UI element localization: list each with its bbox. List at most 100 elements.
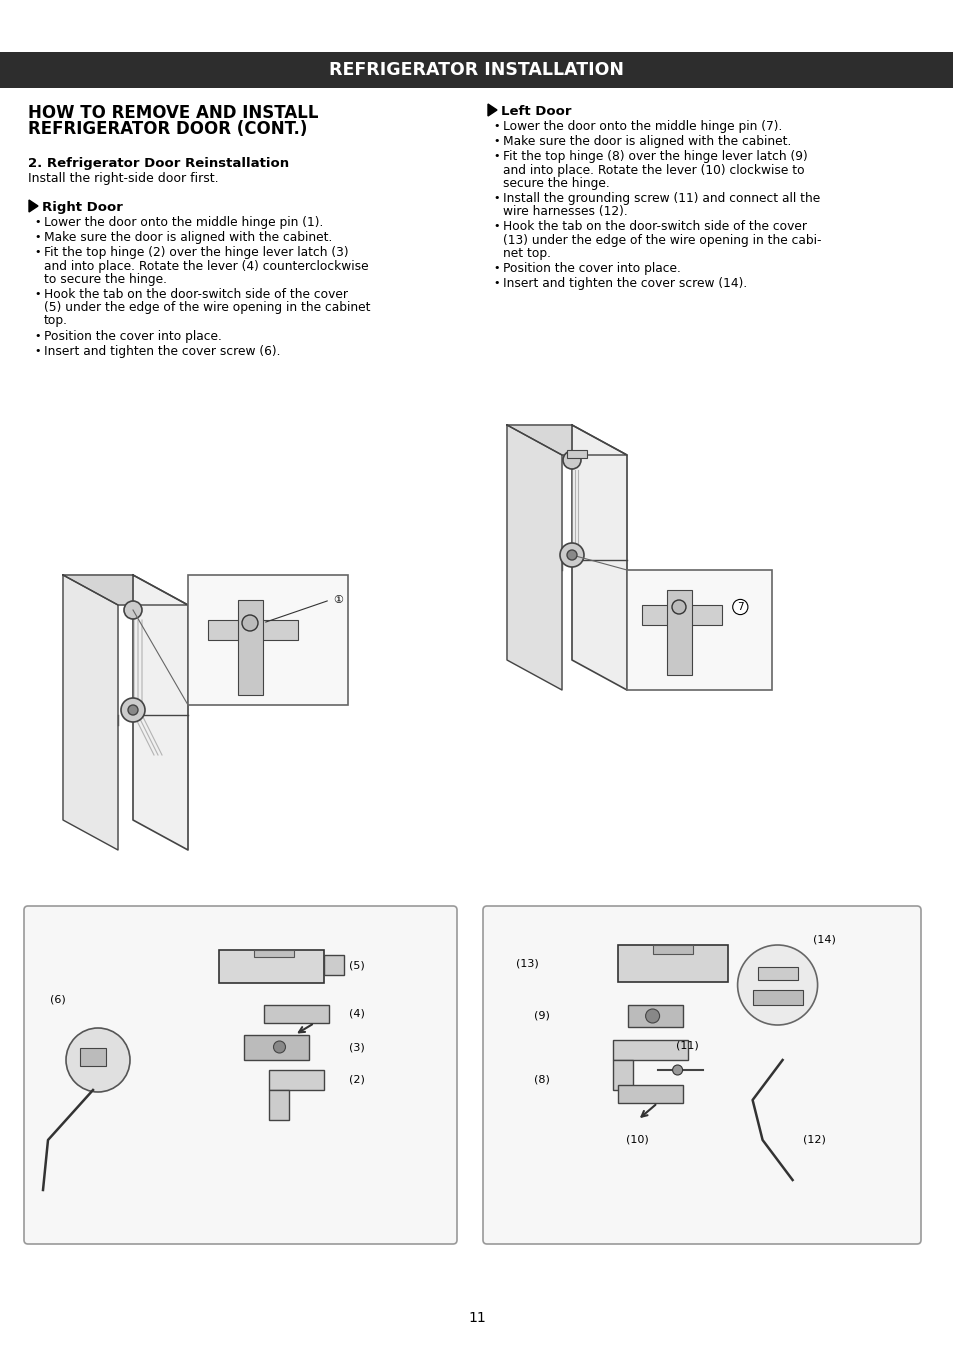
Polygon shape [269,1070,324,1090]
Text: 7: 7 [737,602,742,612]
Circle shape [274,1040,285,1053]
Text: •: • [34,233,40,242]
Circle shape [737,945,817,1026]
Polygon shape [63,575,118,851]
Bar [0,52,953,87]
Text: (13) under the edge of the wire opening in the cabi-: (13) under the edge of the wire opening … [502,234,821,246]
Text: (5): (5) [349,960,365,970]
Text: Right Door: Right Door [42,201,123,214]
Text: Left Door: Left Door [500,105,571,118]
FancyBboxPatch shape [482,906,920,1244]
Text: ①: ① [333,595,343,604]
Circle shape [672,1065,682,1075]
Circle shape [559,542,583,567]
Circle shape [124,602,142,619]
Text: •: • [493,136,499,147]
Polygon shape [641,604,721,625]
Text: (6): (6) [51,995,66,1005]
Circle shape [121,699,145,721]
Polygon shape [208,621,297,639]
Polygon shape [506,425,626,455]
Polygon shape [572,425,626,690]
Text: and into place. Rotate the lever (4) counterclockwise: and into place. Rotate the lever (4) cou… [44,260,368,273]
Text: Insert and tighten the cover screw (6).: Insert and tighten the cover screw (6). [44,345,280,358]
Text: wire harnesses (12).: wire harnesses (12). [502,205,627,218]
Text: Make sure the door is aligned with the cabinet.: Make sure the door is aligned with the c… [44,232,332,244]
Text: •: • [34,217,40,227]
Text: REFRIGERATOR DOOR (CONT.): REFRIGERATOR DOOR (CONT.) [28,120,307,139]
Text: Fit the top hinge (2) over the hinge lever latch (3): Fit the top hinge (2) over the hinge lev… [44,246,348,260]
Text: (11): (11) [676,1040,699,1050]
Polygon shape [237,600,263,695]
Bar [188,575,348,705]
Text: •: • [34,331,40,341]
Text: and into place. Rotate the lever (10) clockwise to: and into place. Rotate the lever (10) cl… [502,164,803,176]
Circle shape [671,600,685,614]
Text: (10): (10) [625,1135,648,1145]
Text: Insert and tighten the cover screw (14).: Insert and tighten the cover screw (14). [502,277,746,291]
Circle shape [566,551,577,560]
Polygon shape [132,575,188,851]
Text: HOW TO REMOVE AND INSTALL: HOW TO REMOVE AND INSTALL [28,104,318,122]
Text: (5) under the edge of the wire opening in the cabinet: (5) under the edge of the wire opening i… [44,302,370,314]
Text: (8): (8) [534,1075,549,1085]
Text: Install the grounding screw (11) and connect all the: Install the grounding screw (11) and con… [502,192,820,205]
Polygon shape [324,956,344,975]
Text: Fit the top hinge (8) over the hinge lever latch (9): Fit the top hinge (8) over the hinge lev… [502,151,807,163]
Circle shape [128,705,138,715]
Polygon shape [652,945,692,954]
Text: Hook the tab on the door-switch side of the cover: Hook the tab on the door-switch side of … [44,288,348,302]
Text: •: • [493,262,499,273]
Circle shape [562,451,580,468]
Text: top.: top. [44,315,68,327]
Text: Make sure the door is aligned with the cabinet.: Make sure the door is aligned with the c… [502,135,791,148]
Polygon shape [617,1085,682,1102]
Polygon shape [219,950,324,983]
Polygon shape [244,1035,309,1061]
Text: secure the hinge.: secure the hinge. [502,176,609,190]
Polygon shape [80,1049,106,1066]
Text: •: • [493,279,499,288]
Text: (12): (12) [801,1135,824,1145]
Polygon shape [752,991,801,1005]
Bar [626,569,771,690]
Circle shape [645,1010,659,1023]
Text: Hook the tab on the door-switch side of the cover: Hook the tab on the door-switch side of … [502,221,806,233]
Text: (3): (3) [349,1042,365,1053]
Text: Lower the door onto the middle hinge pin (7).: Lower the door onto the middle hinge pin… [502,120,781,133]
Text: (13): (13) [515,958,537,968]
Polygon shape [29,201,38,213]
Text: net top.: net top. [502,246,551,260]
Text: •: • [493,151,499,162]
Polygon shape [612,1061,632,1090]
Text: Install the right-side door first.: Install the right-side door first. [28,172,218,184]
Text: •: • [34,248,40,257]
Polygon shape [627,1005,682,1027]
Text: Position the cover into place.: Position the cover into place. [44,330,222,343]
Text: 2. Refrigerator Door Reinstallation: 2. Refrigerator Door Reinstallation [28,157,289,170]
Polygon shape [617,945,727,983]
Text: (14): (14) [812,935,835,945]
FancyBboxPatch shape [24,906,456,1244]
Polygon shape [269,1090,289,1120]
Text: Lower the door onto the middle hinge pin (1).: Lower the door onto the middle hinge pin… [44,215,323,229]
Text: Position the cover into place.: Position the cover into place. [502,262,680,275]
Text: •: • [493,121,499,131]
Text: to secure the hinge.: to secure the hinge. [44,273,167,285]
Text: •: • [34,346,40,355]
Polygon shape [612,1040,687,1061]
Text: •: • [493,192,499,203]
Text: REFRIGERATOR INSTALLATION: REFRIGERATOR INSTALLATION [329,61,624,79]
Text: (9): (9) [534,1011,549,1022]
Polygon shape [506,425,561,690]
Text: 11: 11 [468,1311,485,1324]
Polygon shape [63,575,188,604]
Circle shape [242,615,257,631]
Text: (4): (4) [349,1010,365,1019]
Polygon shape [757,966,797,980]
Polygon shape [488,104,497,116]
Polygon shape [264,1005,329,1023]
Polygon shape [566,450,586,458]
Circle shape [66,1028,130,1092]
Text: •: • [493,221,499,232]
